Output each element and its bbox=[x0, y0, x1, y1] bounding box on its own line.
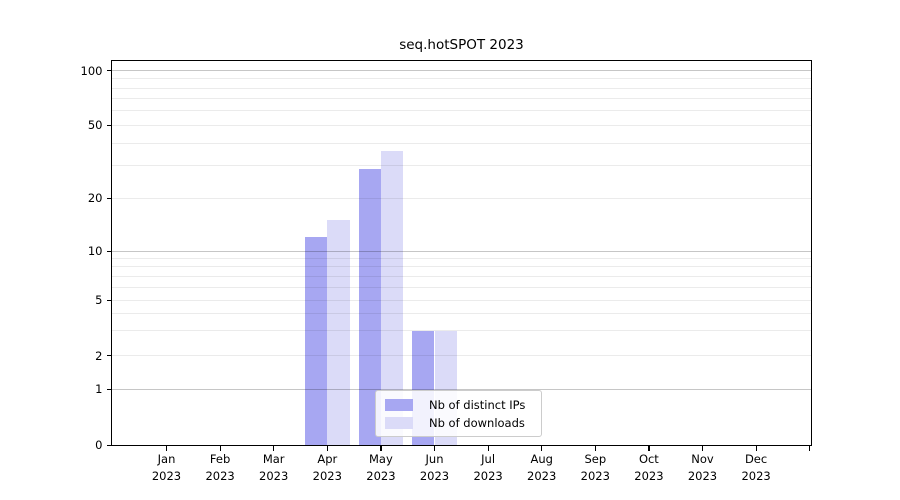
minor-gridline-7 bbox=[112, 275, 811, 277]
x-tick-label-oct: Oct 2023 bbox=[634, 452, 664, 483]
chart-title: seq.hotSPOT 2023 bbox=[399, 37, 524, 53]
bar-may-series2 bbox=[380, 151, 404, 445]
x-tick-mark-7 bbox=[541, 446, 543, 451]
major-gridline-10 bbox=[112, 250, 811, 252]
minor-gridline-5 bbox=[112, 299, 811, 301]
x-tick-label-dec: Dec 2023 bbox=[741, 452, 771, 483]
x-tick-label-aug: Aug 2023 bbox=[527, 452, 557, 483]
minor-gridline-2 bbox=[112, 355, 811, 356]
minor-gridline-8 bbox=[112, 266, 811, 268]
bar-may-series1 bbox=[358, 168, 381, 445]
x-tick-label-jul: Jul 2023 bbox=[473, 452, 503, 483]
x-tick-mark-0 bbox=[165, 446, 168, 451]
x-tick-mark-3 bbox=[326, 446, 328, 451]
x-tick-label-jan: Jan 2023 bbox=[151, 452, 182, 483]
minor-gridline-40 bbox=[112, 142, 811, 144]
y-tick-mark-5 bbox=[106, 299, 111, 301]
x-tick-label-mar: Mar 2023 bbox=[259, 452, 289, 483]
bar-apr-series1 bbox=[305, 237, 328, 445]
minor-gridline-6 bbox=[112, 286, 811, 288]
x-tick-label-sep: Sep 2023 bbox=[580, 452, 610, 483]
minor-gridline-3 bbox=[112, 330, 811, 332]
x-tick-mark-10 bbox=[701, 446, 704, 451]
x-tick-label-feb: Feb 2023 bbox=[205, 452, 235, 483]
minor-gridline-50 bbox=[112, 124, 811, 126]
x-tick-mark-1 bbox=[219, 446, 221, 451]
x-tick-label-apr: Apr 2023 bbox=[312, 452, 342, 483]
minor-gridline-9 bbox=[112, 257, 811, 259]
x-tick-mark-11 bbox=[755, 446, 757, 451]
x-tick-mark-8 bbox=[594, 446, 596, 451]
minor-gridline-60 bbox=[112, 110, 811, 112]
y-tick-mark-10 bbox=[106, 250, 111, 252]
y-tick-label-20: 20 bbox=[87, 191, 103, 205]
minor-gridline-90 bbox=[112, 78, 811, 80]
x-tick-label-jun: Jun 2023 bbox=[419, 452, 450, 483]
legend-label: Nb of downloads bbox=[429, 415, 525, 430]
x-tick-mark-5 bbox=[433, 446, 436, 451]
y-tick-mark-20 bbox=[106, 197, 111, 199]
minor-gridline-80 bbox=[112, 87, 811, 89]
y-tick-mark-1 bbox=[106, 388, 111, 391]
minor-gridline-70 bbox=[112, 98, 811, 100]
y-tick-label-100: 100 bbox=[80, 63, 103, 78]
minor-gridline-30 bbox=[112, 165, 811, 167]
legend-label: Nb of distinct IPs bbox=[429, 397, 526, 412]
y-tick-mark-0 bbox=[106, 444, 111, 446]
legend: Nb of distinct IPs Nb of downloads bbox=[375, 390, 542, 437]
x-tick-mark-2 bbox=[273, 446, 275, 451]
bar-apr-series2 bbox=[327, 219, 350, 445]
y-tick-label-5: 5 bbox=[95, 293, 103, 307]
x-tick-mark-6 bbox=[487, 446, 489, 451]
y-tick-mark-50 bbox=[106, 124, 111, 127]
y-tick-label-0: 0 bbox=[95, 438, 103, 452]
major-gridline-100 bbox=[112, 70, 811, 72]
minor-gridline-4 bbox=[112, 313, 811, 315]
minor-gridline-20 bbox=[112, 197, 811, 199]
y-tick-label-2: 2 bbox=[95, 348, 103, 363]
x-tick-label-nov: Nov 2023 bbox=[687, 452, 718, 483]
x-tick-mark-9 bbox=[648, 446, 650, 451]
major-gridline-1 bbox=[112, 388, 811, 390]
y-tick-mark-100 bbox=[106, 70, 111, 72]
y-tick-mark-2 bbox=[106, 355, 111, 357]
legend-entry-1: Nb of distinct IPs bbox=[385, 398, 541, 412]
x-tick-label-may: May 2023 bbox=[366, 452, 396, 483]
y-tick-label-1: 1 bbox=[95, 382, 103, 397]
y-tick-label-10: 10 bbox=[87, 244, 103, 258]
legend-swatch-icon bbox=[385, 416, 413, 429]
legend-entry-2: Nb of downloads bbox=[385, 416, 541, 430]
plot-area: Nb of distinct IPs Nb of downloads bbox=[111, 60, 812, 446]
x-tick-mark-4 bbox=[380, 446, 382, 451]
legend-swatch-icon bbox=[385, 398, 413, 411]
y-tick-label-50: 50 bbox=[87, 118, 103, 133]
x-tick-mark-12 bbox=[809, 446, 811, 451]
